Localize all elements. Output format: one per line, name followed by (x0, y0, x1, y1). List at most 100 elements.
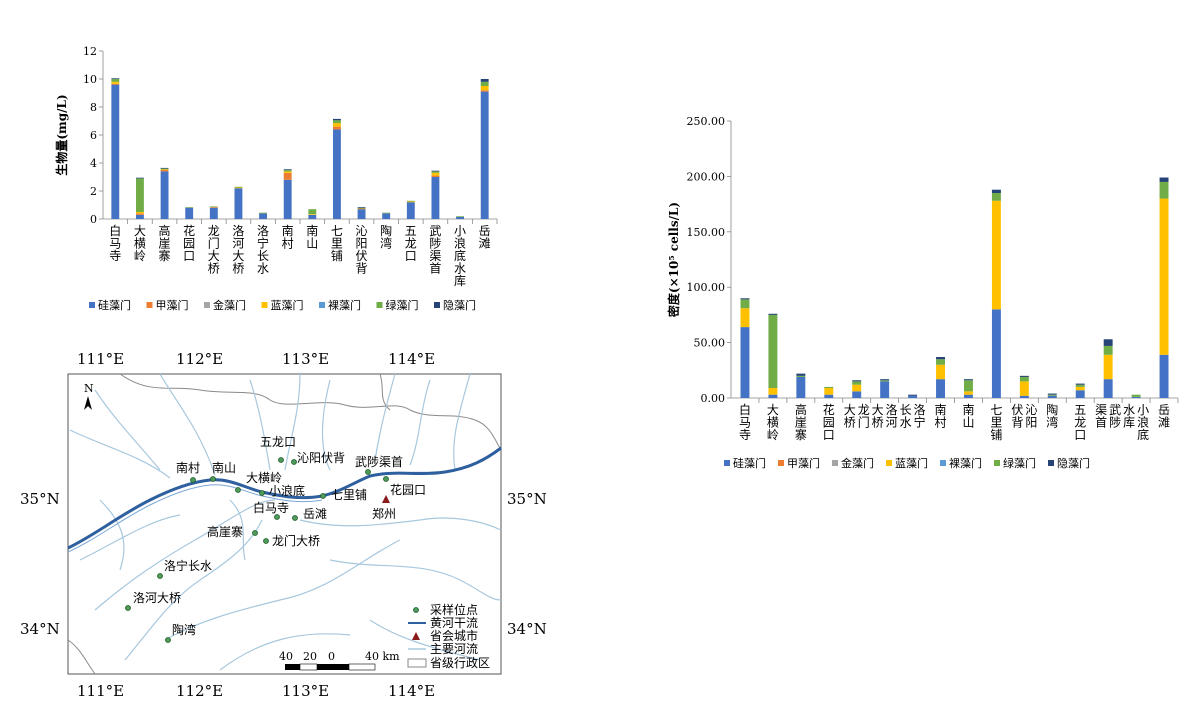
density-bar-segment (740, 298, 750, 300)
biomass-ytick-label: 12 (83, 45, 97, 58)
density-bar-segment (768, 313, 778, 315)
density-bar-segment (880, 380, 890, 382)
density-bar-segment (908, 394, 918, 396)
biomass-legend-label: 甲藻门 (156, 298, 189, 312)
density-bar-segment (1131, 396, 1141, 398)
biomass-bar-segment (406, 202, 415, 219)
density-bar-segment (1159, 198, 1169, 355)
tributaries (69, 373, 502, 671)
label-nancun: 南村 (176, 460, 200, 475)
density-bar-segment (768, 314, 778, 389)
biomass-bar-segment (332, 120, 341, 124)
density-bar-segment (963, 379, 973, 381)
density-legend-label: 绿藻门 (1003, 456, 1036, 470)
label-yuetan: 岳滩 (303, 507, 327, 521)
biomass-bar-segment (308, 214, 317, 219)
density-legend-label: 硅藻门 (733, 456, 766, 470)
lat-right-35: 35°N (507, 490, 547, 508)
density-bar-segment (1159, 354, 1169, 398)
biomass-bar-segment (283, 169, 292, 170)
density-category-label: 白马寺 (739, 402, 751, 442)
density-category-label: 大横岭 (767, 403, 779, 442)
biomass-bar-segment (111, 78, 120, 79)
density-category-label: 南村 (935, 402, 947, 430)
biomass-category-label: 武陟渠首 (429, 224, 441, 276)
biomass-bar-segment (332, 126, 341, 130)
site-taowan (165, 637, 171, 643)
scale-20: 20 (303, 650, 317, 663)
density-bar-segment (768, 388, 778, 395)
density-bar-segment (991, 200, 1001, 310)
biomass-bar-segment (480, 81, 489, 86)
sampling-sites (125, 457, 389, 643)
density-ytick-label: 50.00 (694, 337, 726, 350)
label-longmendaqiao: 龙门大桥 (272, 533, 320, 548)
site-gaoyazhai (252, 530, 258, 536)
density-bar-segment (824, 388, 834, 395)
density-legend-label: 隐藻门 (1057, 456, 1090, 470)
label-wulongkou: 五龙口 (260, 435, 296, 449)
lat-left-35: 35°N (20, 490, 60, 508)
biomass-bar-segment (160, 167, 169, 169)
density-bar-segment (1103, 339, 1113, 346)
biomass-legend-swatch (434, 302, 440, 308)
site-dahengling (235, 487, 241, 493)
density-bar-segment (740, 308, 750, 328)
density-category-label: 龙门大桥 (844, 403, 870, 430)
biomass-bar-segment (283, 179, 292, 219)
biomass-category-label: 龙门大桥 (208, 224, 220, 276)
biomass-legend-label: 隐藻门 (443, 298, 476, 312)
biomass-bar-segment (382, 212, 391, 214)
biomass-category-label: 陶湾 (380, 223, 392, 251)
density-bar-segment (1019, 376, 1029, 382)
density-legend-label: 蓝藻门 (895, 456, 928, 470)
label-xiaolangdi: 小浪底 (269, 483, 305, 498)
biomass-ytick-label: 0 (90, 213, 97, 226)
province-boundary (67, 373, 502, 675)
site-qilipu (320, 493, 326, 499)
biomass-bar-segment (357, 208, 366, 210)
density-bar-segment (936, 357, 946, 360)
site-xiaolangdi (259, 490, 265, 496)
biomass-bar-segment (111, 81, 120, 84)
density-category-label: 七里铺 (990, 403, 1002, 442)
biomass-bar-segment (160, 170, 169, 172)
density-bar-segment (824, 394, 834, 398)
biomass-bar-segment (234, 186, 243, 188)
biomass-category-label: 五龙口 (405, 224, 417, 263)
density-bar-segment (963, 391, 973, 395)
density-legend-swatch (940, 460, 946, 466)
density-bar-segment (852, 380, 862, 382)
map-legend-capital: 省会城市 (430, 628, 478, 643)
density-bar-segment (1019, 381, 1029, 396)
biomass-legend-label: 金藻门 (213, 298, 246, 312)
biomass-category-label: 白马寺 (109, 223, 121, 263)
biomass-bar-segment (209, 206, 218, 208)
biomass-bar-segment (234, 187, 243, 189)
biomass-bar-segment (135, 213, 144, 215)
site-wulongkou (278, 457, 284, 463)
biomass-bar-segment (234, 188, 243, 219)
biomass-bar-segment (480, 79, 489, 82)
biomass-bar-segment (259, 213, 268, 219)
biomass-bar-segment (135, 212, 144, 214)
biomass-bar-segment (209, 207, 218, 208)
label-qilipu: 七里铺 (331, 488, 367, 502)
biomass-bar-segment (456, 216, 465, 219)
biomass-ylabel: 生物量(mg/L) (54, 94, 69, 175)
density-bar-segment (880, 381, 890, 398)
biomass-category-label: 洛宁长水 (257, 223, 269, 276)
density-bar-segment (936, 359, 946, 365)
biomass-bar-segment (332, 123, 341, 127)
label-luoningchangshui: 洛宁长水 (164, 558, 212, 573)
density-bar-segment (740, 299, 750, 309)
biomass-category-label: 高崖寨 (159, 223, 171, 263)
density-bar-segment (1103, 345, 1113, 355)
biomass-bar-segment (431, 170, 440, 172)
scale-bar: 40 20 0 40 km (279, 650, 400, 671)
label-baimasi: 白马寺 (253, 500, 289, 515)
biomass-bar-segment (357, 207, 366, 208)
density-legend-swatch (778, 460, 784, 466)
